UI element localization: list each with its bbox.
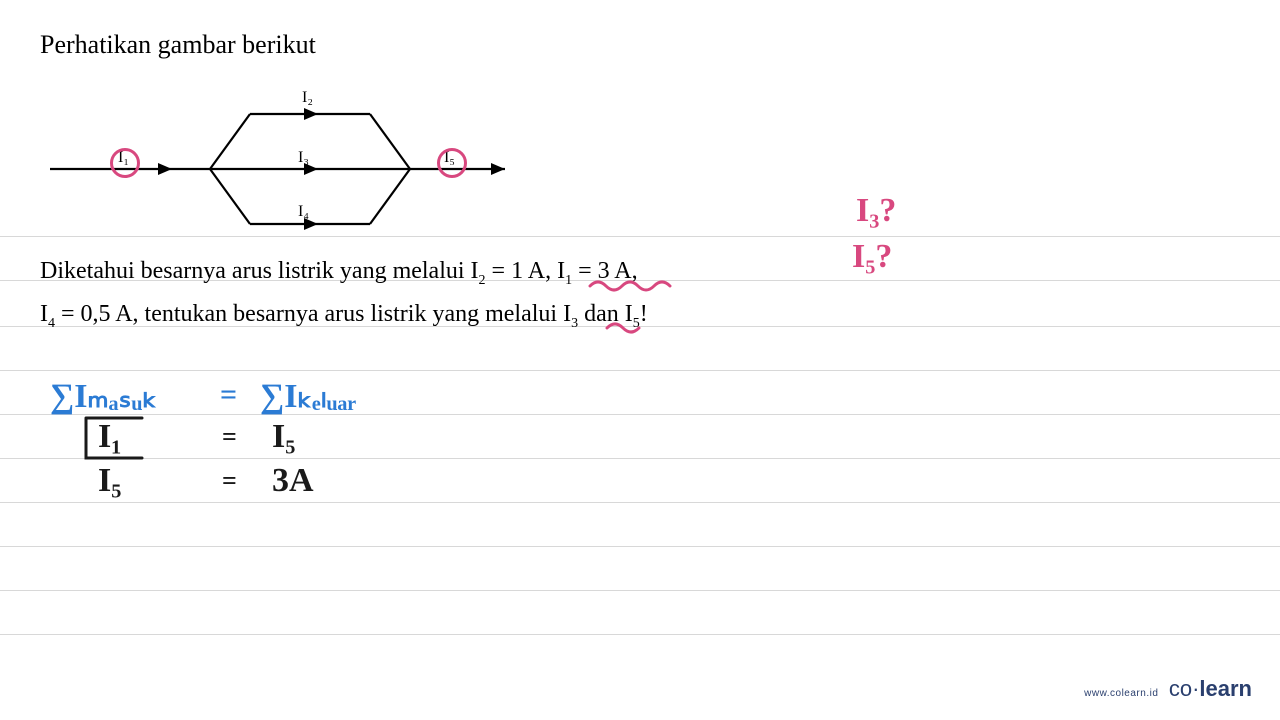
label-i3: I₃ [298, 149, 309, 166]
hw-kirchhoff-left: ∑Iₘₐₛᵤₖ [50, 376, 157, 416]
problem-text: Diketahui besarnya arus listrik yang mel… [40, 250, 1240, 337]
squiggle-i3 [605, 320, 645, 334]
hw-row2-eq: = [222, 422, 237, 452]
hw-row2-left: I₁ [98, 418, 121, 456]
problem-line2: I4 = 0,5 A, tentukan besarnya arus listr… [40, 301, 648, 327]
squiggle-i1 [588, 278, 678, 292]
side-annot-i3: I₃? [856, 192, 896, 230]
pink-circle-i1 [110, 148, 140, 178]
circuit-diagram: I₁ I₂ I₃ I₄ I₅ [40, 74, 560, 244]
hw-kirchhoff-right: ∑Iₖₑₗᵤₐᵣ [260, 376, 356, 416]
page-title: Perhatikan gambar berikut [40, 30, 1240, 60]
hw-row3-right: 3A [272, 462, 314, 500]
label-i4: I₄ [298, 203, 309, 220]
problem-line1: Diketahui besarnya arus listrik yang mel… [40, 258, 638, 284]
hw-row3-left: I₅ [98, 462, 121, 500]
footer-logo: co·learn [1169, 676, 1252, 701]
hw-row3-eq: = [222, 466, 237, 496]
pink-circle-i5 [437, 148, 467, 178]
footer: www.colearn.id co·learn [1084, 676, 1252, 702]
label-i2: I₂ [302, 89, 313, 106]
side-annot-i5: I₅? [852, 238, 892, 276]
hw-kirchhoff-eq: = [220, 378, 237, 412]
footer-url: www.colearn.id [1084, 688, 1158, 699]
hw-row2-right: I₅ [272, 418, 295, 456]
